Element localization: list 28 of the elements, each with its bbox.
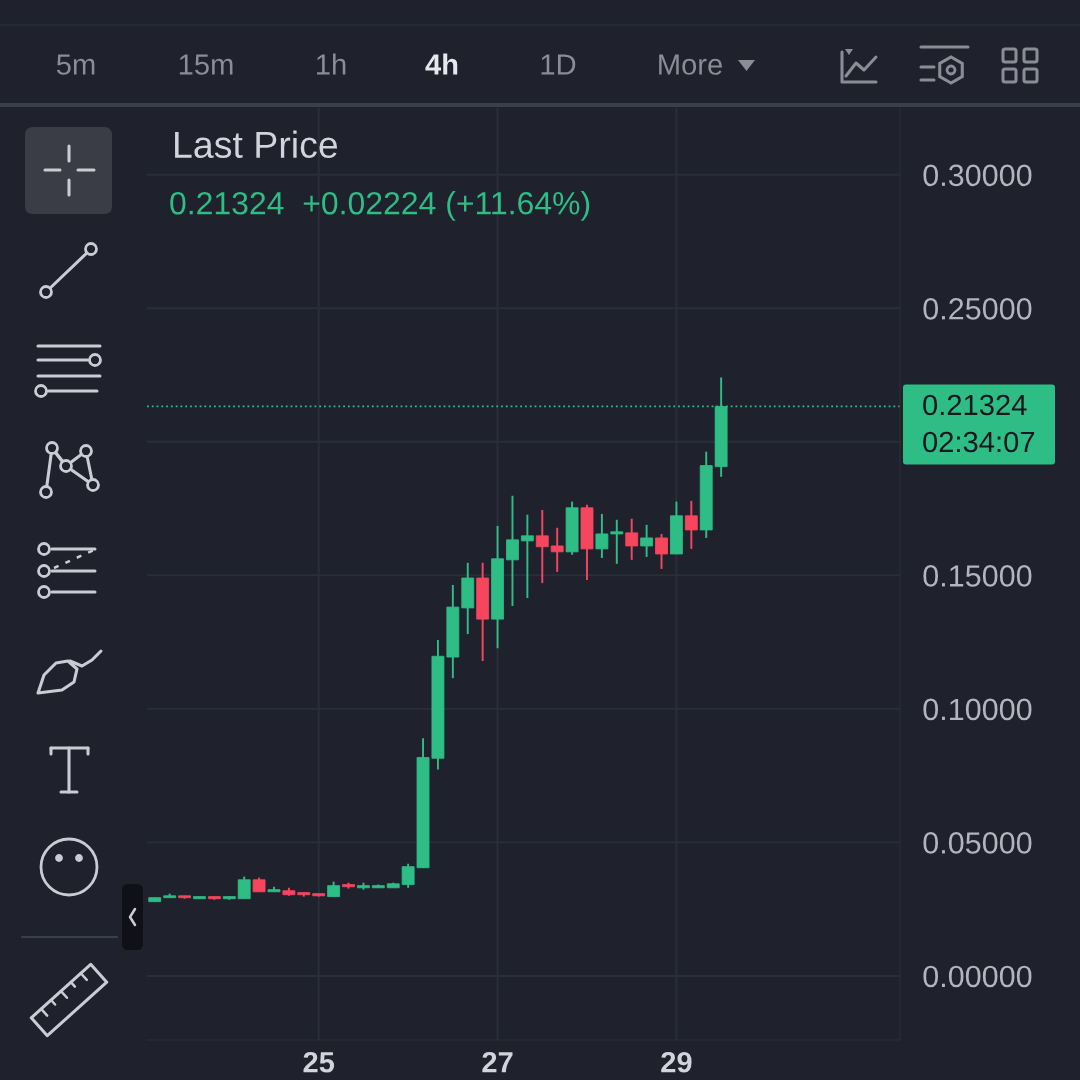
text: 5m [56, 54, 95, 75]
y-tick-label: 0.25000 [923, 298, 1032, 320]
candlestick [550, 526, 564, 573]
text: 4h [425, 53, 458, 75]
text: More [659, 54, 722, 75]
y-tick-label: 0.10000 [923, 698, 1032, 721]
candlestick [535, 508, 549, 585]
candlestick [506, 494, 519, 608]
y-tick-label: 0.00000 [923, 965, 1032, 988]
ref-line-label: 0.21324 [923, 394, 1027, 416]
candlestick [625, 517, 639, 561]
candlestick [655, 532, 668, 570]
y-tick-label: 0.30000 [923, 164, 1032, 187]
candlestick [520, 513, 534, 599]
chart-title: Last Price [175, 130, 338, 159]
candlestick [237, 875, 251, 900]
x-tick-label: 29 [661, 1051, 692, 1073]
text: 15m [179, 54, 233, 75]
x-tick-label: 25 [303, 1051, 335, 1073]
y-tick-label: 0.15000 [923, 565, 1032, 587]
text: 1D [541, 54, 576, 75]
candlestick [640, 523, 654, 558]
text: 0.21324 +0.02224 (+11.64%) [170, 191, 590, 221]
y-tick-label: 0.05000 [923, 832, 1032, 854]
x-tick-label: 27 [482, 1051, 513, 1073]
candlestick [684, 499, 698, 550]
text: 02:34:07 [923, 431, 1035, 453]
text: 1h [317, 53, 346, 75]
